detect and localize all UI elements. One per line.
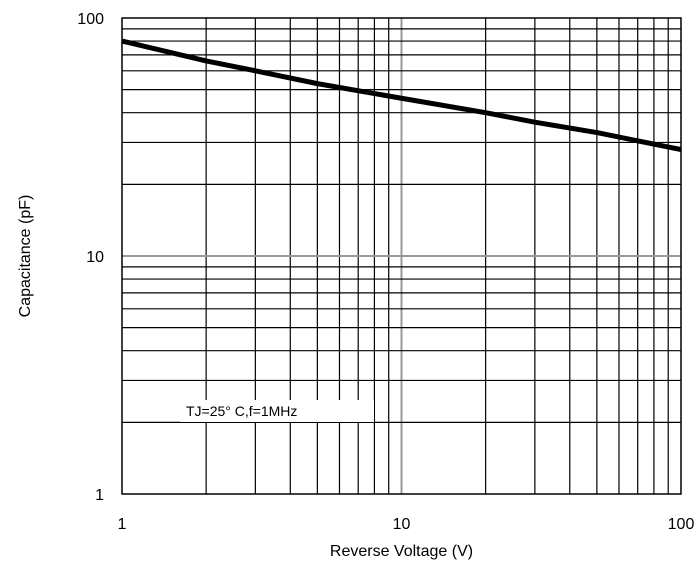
plot-frame (121, 17, 682, 495)
series-layer (121, 38, 682, 153)
x-axis-label: Reverse Voltage (V) (330, 543, 473, 560)
capacitance-curve (121, 38, 682, 153)
grid-layer (122, 18, 681, 494)
x-tick-label: 1 (118, 516, 127, 533)
x-tick-label: 100 (668, 516, 695, 533)
annotation-text: TJ=25° C,f=1MHz (186, 403, 297, 419)
y-tick-label: 100 (77, 11, 104, 28)
y-tick-label: 10 (86, 249, 104, 266)
y-axis-label: Capacitance (pF) (17, 195, 34, 318)
y-tick-label: 1 (95, 487, 104, 504)
annotation-background (180, 400, 374, 422)
tick-labels: 1 10 100 1 10 100 (77, 11, 694, 533)
x-tick-label: 10 (393, 516, 411, 533)
